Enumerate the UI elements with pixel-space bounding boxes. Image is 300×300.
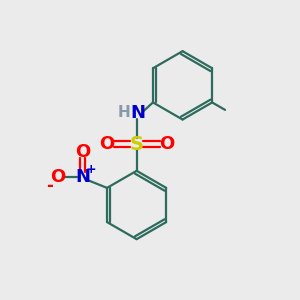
Text: H: H bbox=[118, 105, 130, 120]
Text: O: O bbox=[159, 135, 174, 153]
Text: N: N bbox=[130, 104, 146, 122]
Text: +: + bbox=[86, 163, 96, 176]
Text: O: O bbox=[50, 169, 65, 187]
Text: N: N bbox=[75, 169, 90, 187]
Text: O: O bbox=[99, 135, 115, 153]
Text: S: S bbox=[130, 135, 144, 154]
Text: O: O bbox=[75, 143, 90, 161]
Text: -: - bbox=[46, 177, 52, 195]
